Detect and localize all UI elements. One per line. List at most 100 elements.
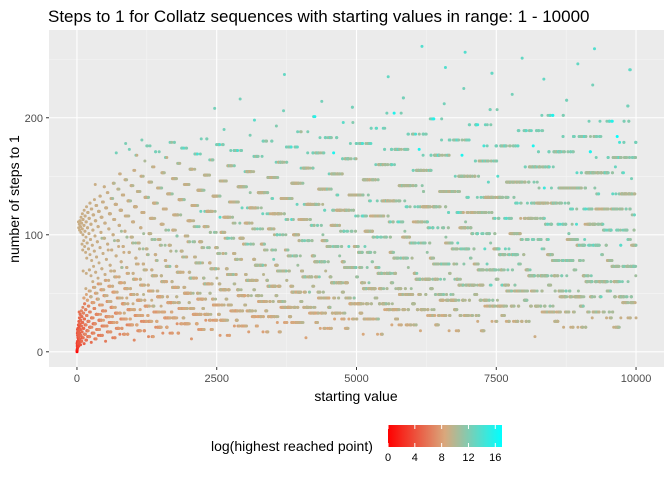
scatter-point bbox=[84, 250, 88, 254]
scatter-point bbox=[307, 239, 311, 243]
scatter-point bbox=[133, 168, 137, 172]
scatter-point bbox=[120, 296, 124, 300]
scatter-point bbox=[83, 214, 87, 218]
scatter-point bbox=[89, 222, 93, 226]
scatter-point bbox=[83, 229, 87, 233]
scatter-point bbox=[78, 225, 82, 229]
scatter-point bbox=[90, 243, 94, 247]
scatter-point bbox=[225, 267, 229, 271]
scatter-point bbox=[347, 317, 351, 321]
scatter-point bbox=[117, 244, 121, 248]
scatter-point bbox=[80, 212, 84, 216]
scatter-point bbox=[248, 133, 252, 137]
scatter-point bbox=[164, 207, 168, 211]
scatter-point bbox=[228, 333, 232, 337]
scatter-point bbox=[82, 326, 86, 330]
scatter-point bbox=[176, 213, 180, 217]
scatter-point bbox=[174, 177, 178, 181]
scatter-point bbox=[250, 309, 254, 313]
scatter-point bbox=[110, 315, 114, 319]
scatter-point bbox=[161, 331, 165, 335]
scatter-point bbox=[246, 242, 250, 246]
scatter-point bbox=[94, 270, 98, 274]
scatter-point bbox=[81, 233, 85, 237]
scatter-point bbox=[98, 246, 102, 250]
scatter-point bbox=[164, 259, 168, 263]
scatter-point bbox=[215, 318, 219, 322]
scatter-point bbox=[271, 299, 275, 303]
scatter-point bbox=[321, 233, 325, 237]
scatter-point bbox=[151, 335, 155, 339]
scatter-point bbox=[319, 223, 323, 227]
scatter-point bbox=[103, 273, 107, 277]
scatter-point bbox=[205, 137, 209, 141]
scatter-point bbox=[296, 263, 300, 267]
scatter-point bbox=[232, 324, 236, 328]
scatter-point bbox=[310, 275, 314, 279]
scatter-point bbox=[202, 328, 206, 332]
scatter-point bbox=[291, 284, 295, 288]
scatter-point bbox=[85, 205, 89, 209]
scatter-point bbox=[90, 325, 94, 329]
scatter-point bbox=[113, 218, 117, 222]
scatter-point bbox=[150, 268, 154, 272]
scatter-point bbox=[352, 317, 356, 321]
scatter-point bbox=[90, 207, 94, 211]
scatter-point bbox=[124, 317, 128, 321]
scatter-point bbox=[152, 304, 156, 308]
scatter-point bbox=[232, 236, 236, 240]
scatter-point bbox=[229, 303, 233, 307]
scatter-point bbox=[207, 246, 211, 250]
scatter-point bbox=[261, 330, 265, 334]
scatter-point bbox=[329, 136, 333, 140]
scatter-point bbox=[175, 295, 179, 299]
scatter-point bbox=[244, 273, 248, 277]
scatter-point bbox=[170, 310, 174, 314]
scatter-point bbox=[350, 105, 354, 109]
scatter-point bbox=[268, 299, 272, 303]
scatter-point bbox=[107, 278, 111, 282]
scatter-point bbox=[265, 248, 269, 252]
scatter-point bbox=[310, 239, 314, 243]
scatter-point bbox=[300, 299, 304, 303]
scatter-point bbox=[297, 233, 301, 237]
scatter-point bbox=[196, 204, 200, 208]
scatter-point bbox=[243, 294, 247, 298]
scatter-point bbox=[112, 321, 116, 325]
scatter-point bbox=[202, 246, 206, 250]
scatter-point bbox=[128, 317, 132, 321]
scatter-point bbox=[118, 223, 122, 227]
scatter-point bbox=[159, 243, 163, 247]
scatter-point bbox=[170, 192, 174, 196]
scatter-point bbox=[139, 298, 143, 302]
scatter-point bbox=[225, 297, 229, 301]
scatter-point bbox=[118, 296, 122, 300]
scatter-point bbox=[332, 151, 336, 155]
scatter-point bbox=[340, 244, 344, 248]
scatter-point bbox=[276, 175, 280, 179]
scatter-point bbox=[303, 290, 307, 294]
scatter-point bbox=[87, 304, 91, 308]
scatter-point bbox=[82, 239, 86, 243]
scatter-point bbox=[175, 264, 179, 268]
scatter-point bbox=[204, 318, 208, 322]
scatter-point bbox=[154, 150, 158, 154]
scatter-point bbox=[182, 198, 186, 202]
scatter-point bbox=[289, 145, 293, 149]
scatter-point bbox=[210, 282, 214, 286]
scatter-point bbox=[100, 303, 104, 307]
scatter-point bbox=[82, 317, 86, 321]
scatter-point bbox=[176, 285, 180, 289]
scatter-point bbox=[274, 124, 278, 128]
scatter-point bbox=[99, 312, 103, 316]
scatter-point bbox=[118, 311, 122, 315]
scatter-point bbox=[134, 256, 138, 260]
scatter-point bbox=[167, 228, 171, 232]
scatter-point bbox=[113, 305, 117, 309]
scatter-point bbox=[185, 146, 189, 150]
scatter-point bbox=[152, 165, 156, 169]
scatter-point bbox=[117, 187, 121, 191]
scatter-point bbox=[342, 229, 346, 233]
scatter-point bbox=[150, 237, 154, 241]
